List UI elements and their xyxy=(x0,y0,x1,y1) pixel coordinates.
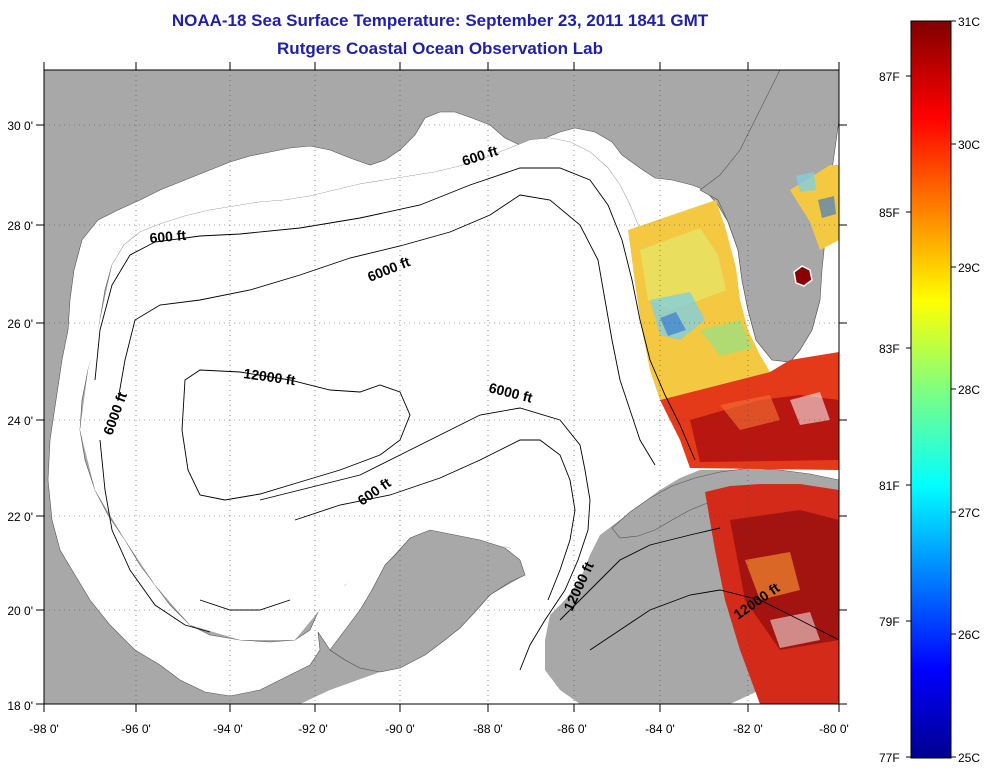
contour-label: 600 ft xyxy=(149,227,187,246)
chart-subtitle: Rutgers Coastal Ocean Observation Lab xyxy=(277,39,603,58)
chart-title: NOAA-18 Sea Surface Temperature: Septemb… xyxy=(171,11,709,30)
sst-swath xyxy=(628,165,839,704)
axis-ticks xyxy=(36,62,847,712)
lat-tick-label: 18 0' xyxy=(7,699,33,713)
colorbar-fahrenheit-label: 87F xyxy=(879,70,900,84)
lat-tick-label: 28 0' xyxy=(7,219,33,233)
lat-tick-label: 26 0' xyxy=(7,317,33,331)
bathymetry-contours xyxy=(94,167,839,671)
colorbar-celsius-label: 31C xyxy=(958,15,980,29)
colorbar xyxy=(910,20,952,759)
lon-tick-label: -82 0' xyxy=(733,722,763,736)
lon-tick-label: -88 0' xyxy=(473,722,503,736)
lon-tick-label: -90 0' xyxy=(385,722,415,736)
lon-tick-label: -84 0' xyxy=(645,722,675,736)
colorbar-celsius-label: 28C xyxy=(958,383,980,397)
colorbar-fahrenheit-label: 85F xyxy=(879,206,900,220)
colorbar-fahrenheit-label: 81F xyxy=(879,479,900,493)
lon-tick-label: -98 0' xyxy=(29,722,59,736)
colorbar-celsius-label: 26C xyxy=(958,628,980,642)
colorbar-fahrenheit-label: 79F xyxy=(879,615,900,629)
grid xyxy=(44,70,839,704)
colorbar-fahrenheit-label: 77F xyxy=(879,751,900,765)
land-florida xyxy=(699,70,839,363)
lon-tick-label: -86 0' xyxy=(557,722,587,736)
colorbar-celsius-label: 30C xyxy=(958,138,980,152)
colorbar-celsius-label: 29C xyxy=(958,261,980,275)
lat-tick-label: 30 0' xyxy=(7,119,33,133)
lat-tick-label: 24 0' xyxy=(7,414,33,428)
lat-tick-label: 20 0' xyxy=(7,604,33,618)
land-yucatan xyxy=(329,529,526,673)
lon-tick-label: -96 0' xyxy=(121,722,151,736)
lon-tick-label: -94 0' xyxy=(213,722,243,736)
colorbar-celsius-label: 27C xyxy=(958,506,980,520)
lake-okeechobee xyxy=(793,265,813,287)
colorbar-ticks xyxy=(906,20,956,758)
lon-tick-label: -92 0' xyxy=(298,722,328,736)
contour-label: 12000 ft xyxy=(243,365,297,388)
colorbar-celsius-label: 25C xyxy=(958,751,980,765)
colorbar-fahrenheit-label: 83F xyxy=(879,342,900,356)
map-frame xyxy=(43,69,840,705)
lat-tick-label: 22 0' xyxy=(7,510,33,524)
lon-tick-label: -80 0' xyxy=(819,722,849,736)
